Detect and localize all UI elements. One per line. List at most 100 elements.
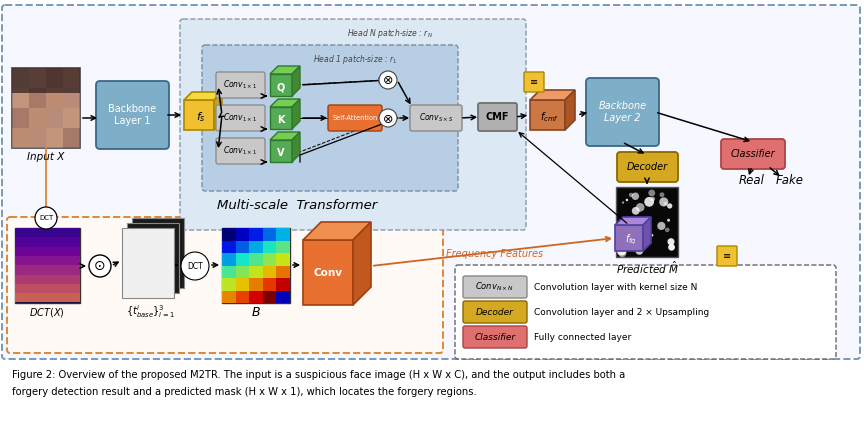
Text: Backbone
Layer 2: Backbone Layer 2 — [599, 101, 646, 123]
Circle shape — [626, 199, 628, 201]
Bar — [63, 128, 80, 148]
Bar — [249, 266, 263, 278]
Bar — [29, 68, 46, 88]
FancyBboxPatch shape — [216, 72, 265, 98]
Circle shape — [645, 197, 654, 207]
Circle shape — [622, 201, 624, 204]
Text: Fake: Fake — [776, 174, 804, 187]
Circle shape — [35, 207, 57, 229]
Bar — [184, 100, 214, 130]
Bar — [263, 253, 276, 266]
FancyBboxPatch shape — [721, 139, 785, 169]
Polygon shape — [184, 92, 222, 100]
Text: $Conv_{N\times N}$: $Conv_{N\times N}$ — [475, 281, 515, 293]
Bar — [276, 266, 290, 278]
Bar — [236, 241, 249, 253]
Bar — [63, 88, 80, 108]
Bar — [276, 290, 290, 303]
Bar — [132, 218, 184, 288]
Text: $DCT(X)$: $DCT(X)$ — [29, 306, 65, 319]
FancyBboxPatch shape — [617, 152, 678, 182]
Text: Decoder: Decoder — [476, 307, 514, 317]
Text: Multi-scale  Transformer: Multi-scale Transformer — [217, 198, 377, 211]
Bar — [276, 241, 290, 253]
Polygon shape — [292, 66, 300, 96]
Circle shape — [659, 198, 669, 207]
Bar — [276, 228, 290, 241]
Bar — [222, 228, 290, 303]
Circle shape — [635, 247, 644, 255]
Bar — [263, 228, 276, 241]
Bar — [222, 241, 236, 253]
Bar — [15, 256, 80, 265]
Text: Convolution layer with kernel size N: Convolution layer with kernel size N — [534, 283, 697, 292]
Text: $Conv_{1\times1}$: $Conv_{1\times1}$ — [224, 145, 257, 157]
Bar — [46, 88, 63, 108]
Bar — [63, 68, 80, 88]
Text: $f_s$: $f_s$ — [196, 110, 206, 124]
Bar — [263, 266, 276, 278]
Circle shape — [667, 219, 670, 221]
Circle shape — [668, 244, 675, 251]
Polygon shape — [303, 240, 353, 305]
Text: $\{t_{base}^i\}_{i=1}^3$: $\{t_{base}^i\}_{i=1}^3$ — [125, 303, 175, 320]
FancyBboxPatch shape — [586, 78, 659, 146]
FancyBboxPatch shape — [202, 45, 458, 191]
FancyBboxPatch shape — [328, 105, 382, 131]
Text: Figure 2: Overview of the proposed M2TR. The input is a suspicious face image (H: Figure 2: Overview of the proposed M2TR.… — [12, 370, 626, 380]
Bar — [222, 290, 236, 303]
Bar — [15, 228, 80, 237]
Polygon shape — [292, 132, 300, 162]
Polygon shape — [565, 90, 575, 130]
FancyBboxPatch shape — [2, 5, 860, 359]
Bar — [12, 68, 80, 93]
Text: $Conv_{1\times1}$: $Conv_{1\times1}$ — [224, 79, 257, 91]
Polygon shape — [303, 222, 371, 240]
Circle shape — [618, 249, 626, 257]
Bar — [270, 140, 292, 162]
FancyBboxPatch shape — [216, 105, 265, 131]
Bar — [276, 278, 290, 290]
Circle shape — [632, 223, 636, 226]
FancyBboxPatch shape — [463, 276, 527, 298]
Text: ⊗: ⊗ — [383, 112, 393, 126]
Bar — [236, 266, 249, 278]
Text: K: K — [277, 115, 285, 125]
FancyBboxPatch shape — [717, 246, 737, 266]
Bar — [46, 68, 63, 88]
Bar — [249, 241, 263, 253]
Circle shape — [664, 202, 667, 205]
Bar — [29, 108, 46, 128]
Circle shape — [181, 252, 209, 280]
Bar — [127, 223, 179, 293]
Polygon shape — [353, 222, 371, 305]
Bar — [249, 228, 263, 241]
Bar — [616, 187, 678, 257]
Bar — [15, 293, 80, 303]
Text: Fully connected layer: Fully connected layer — [534, 333, 632, 341]
Text: Classifier: Classifier — [731, 149, 775, 159]
Text: Convolution layer and 2 × Upsampling: Convolution layer and 2 × Upsampling — [534, 307, 709, 317]
Bar — [276, 253, 290, 266]
FancyBboxPatch shape — [524, 72, 544, 92]
Circle shape — [89, 255, 111, 277]
Bar — [15, 284, 80, 293]
Text: CMF: CMF — [486, 112, 509, 122]
Text: Real: Real — [739, 174, 765, 187]
Bar — [46, 128, 63, 148]
Bar — [236, 278, 249, 290]
Text: forgery detection result and a predicted mask (H x W x 1), which locates the for: forgery detection result and a predicted… — [12, 387, 477, 397]
Circle shape — [665, 228, 670, 232]
Circle shape — [646, 216, 649, 218]
Text: Decoder: Decoder — [627, 162, 668, 172]
Circle shape — [667, 203, 672, 208]
Circle shape — [658, 222, 665, 230]
Bar — [15, 265, 80, 275]
Bar — [222, 253, 236, 266]
Polygon shape — [214, 92, 222, 130]
Bar — [122, 228, 174, 298]
Text: Conv: Conv — [314, 268, 342, 277]
Polygon shape — [270, 66, 300, 74]
Circle shape — [379, 109, 397, 127]
Bar — [615, 225, 643, 251]
